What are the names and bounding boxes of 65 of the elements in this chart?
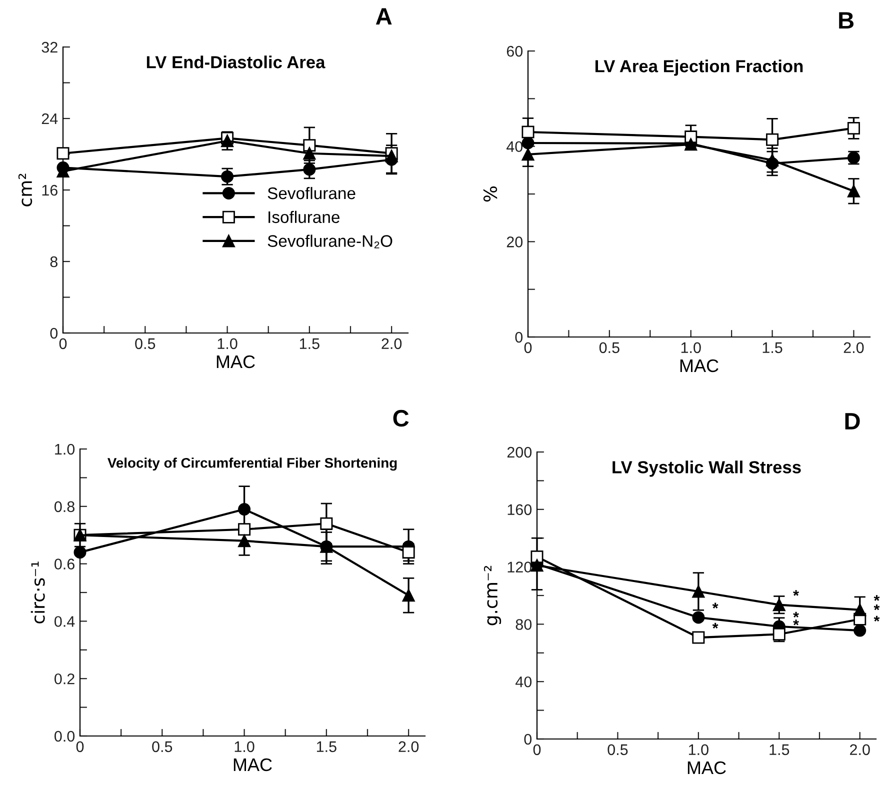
annotation: * (793, 612, 799, 618)
y-axis-title: circ·s⁻¹ (30, 562, 45, 624)
y-axis-title: g.cm⁻² (484, 566, 502, 626)
annotation: * (874, 616, 880, 622)
legend-label: Sevoflurane (268, 186, 356, 200)
legend-label: Sevoflurane-N₂O (268, 234, 392, 248)
y-tick-label: 16 (42, 184, 58, 196)
y-tick-label: 80 (516, 619, 532, 630)
y-tick-label: 200 (507, 446, 532, 458)
x-tick-label: 0.5 (608, 744, 628, 756)
y-tick-label: 120 (508, 562, 532, 572)
x-tick-label: 1.0 (688, 744, 708, 756)
x-tick-label: 2.0 (844, 342, 864, 354)
text: D (845, 413, 860, 430)
y-tick-label: 20 (506, 236, 523, 248)
y-tick-label: 0.8 (54, 501, 74, 512)
y-tick-label: 40 (516, 676, 532, 688)
y-tick-label: 0.4 (54, 616, 75, 627)
annotation: * (793, 590, 799, 596)
x-tick-label: 0.5 (152, 741, 172, 752)
x-tick-label: 2.0 (398, 741, 419, 752)
x-axis-title: MAC (680, 359, 718, 372)
x-tick-label: 1.5 (300, 338, 320, 350)
y-tick-label: 0 (50, 328, 58, 339)
x-tick-label: 1.0 (681, 342, 701, 354)
x-tick-label: 2.0 (382, 338, 402, 350)
y-tick-label: 8 (50, 256, 58, 268)
y-tick-label: 0 (524, 734, 532, 745)
x-tick-label: 0 (76, 741, 84, 752)
x-axis-title: MAC (216, 355, 255, 368)
chart-title: LV Systolic Wall Stress (612, 460, 801, 477)
y-axis-title: cm² (18, 174, 32, 206)
chart-title: LV End-Diastolic Area (146, 56, 326, 68)
y-tick-label: 0.2 (54, 673, 74, 684)
x-tick-label: 0.5 (135, 338, 156, 350)
text: B (839, 12, 854, 29)
annotation: * (712, 622, 718, 629)
x-tick-label: 1.0 (234, 741, 254, 752)
text: Velocity of Circumferential Fiber Shortening (108, 458, 397, 471)
x-tick-label: 0.5 (599, 342, 620, 354)
x-tick-label: 1.5 (316, 741, 336, 752)
annotation: * (712, 602, 718, 608)
x-tick-label: 1.5 (770, 744, 790, 756)
legend-label: Isoflurane (268, 210, 340, 224)
y-tick-label: 24 (42, 113, 58, 124)
y-tick-label: 32 (42, 42, 58, 53)
x-axis-title: MAC (234, 758, 272, 772)
y-tick-label: 60 (506, 46, 523, 57)
text: C (393, 410, 409, 427)
annotation: * (874, 595, 880, 601)
x-tick-label: 0 (533, 744, 541, 756)
x-tick-label: 2.0 (850, 744, 870, 756)
chart-title: LV Area Ejection Fraction (595, 60, 803, 76)
y-axis-title: % (483, 186, 498, 202)
x-tick-label: 1.0 (218, 338, 238, 350)
x-tick-label: 1.5 (762, 342, 782, 354)
annotation: * (793, 620, 799, 626)
y-tick-label: 160 (508, 504, 532, 516)
y-tick-label: 40 (506, 141, 523, 152)
y-tick-label: 0.6 (54, 558, 74, 570)
y-tick-label: 0.0 (54, 730, 75, 742)
text: A (376, 8, 392, 25)
y-tick-label: 1.0 (55, 444, 75, 455)
x-axis-title: MAC (688, 761, 726, 774)
annotation: * (874, 604, 880, 610)
